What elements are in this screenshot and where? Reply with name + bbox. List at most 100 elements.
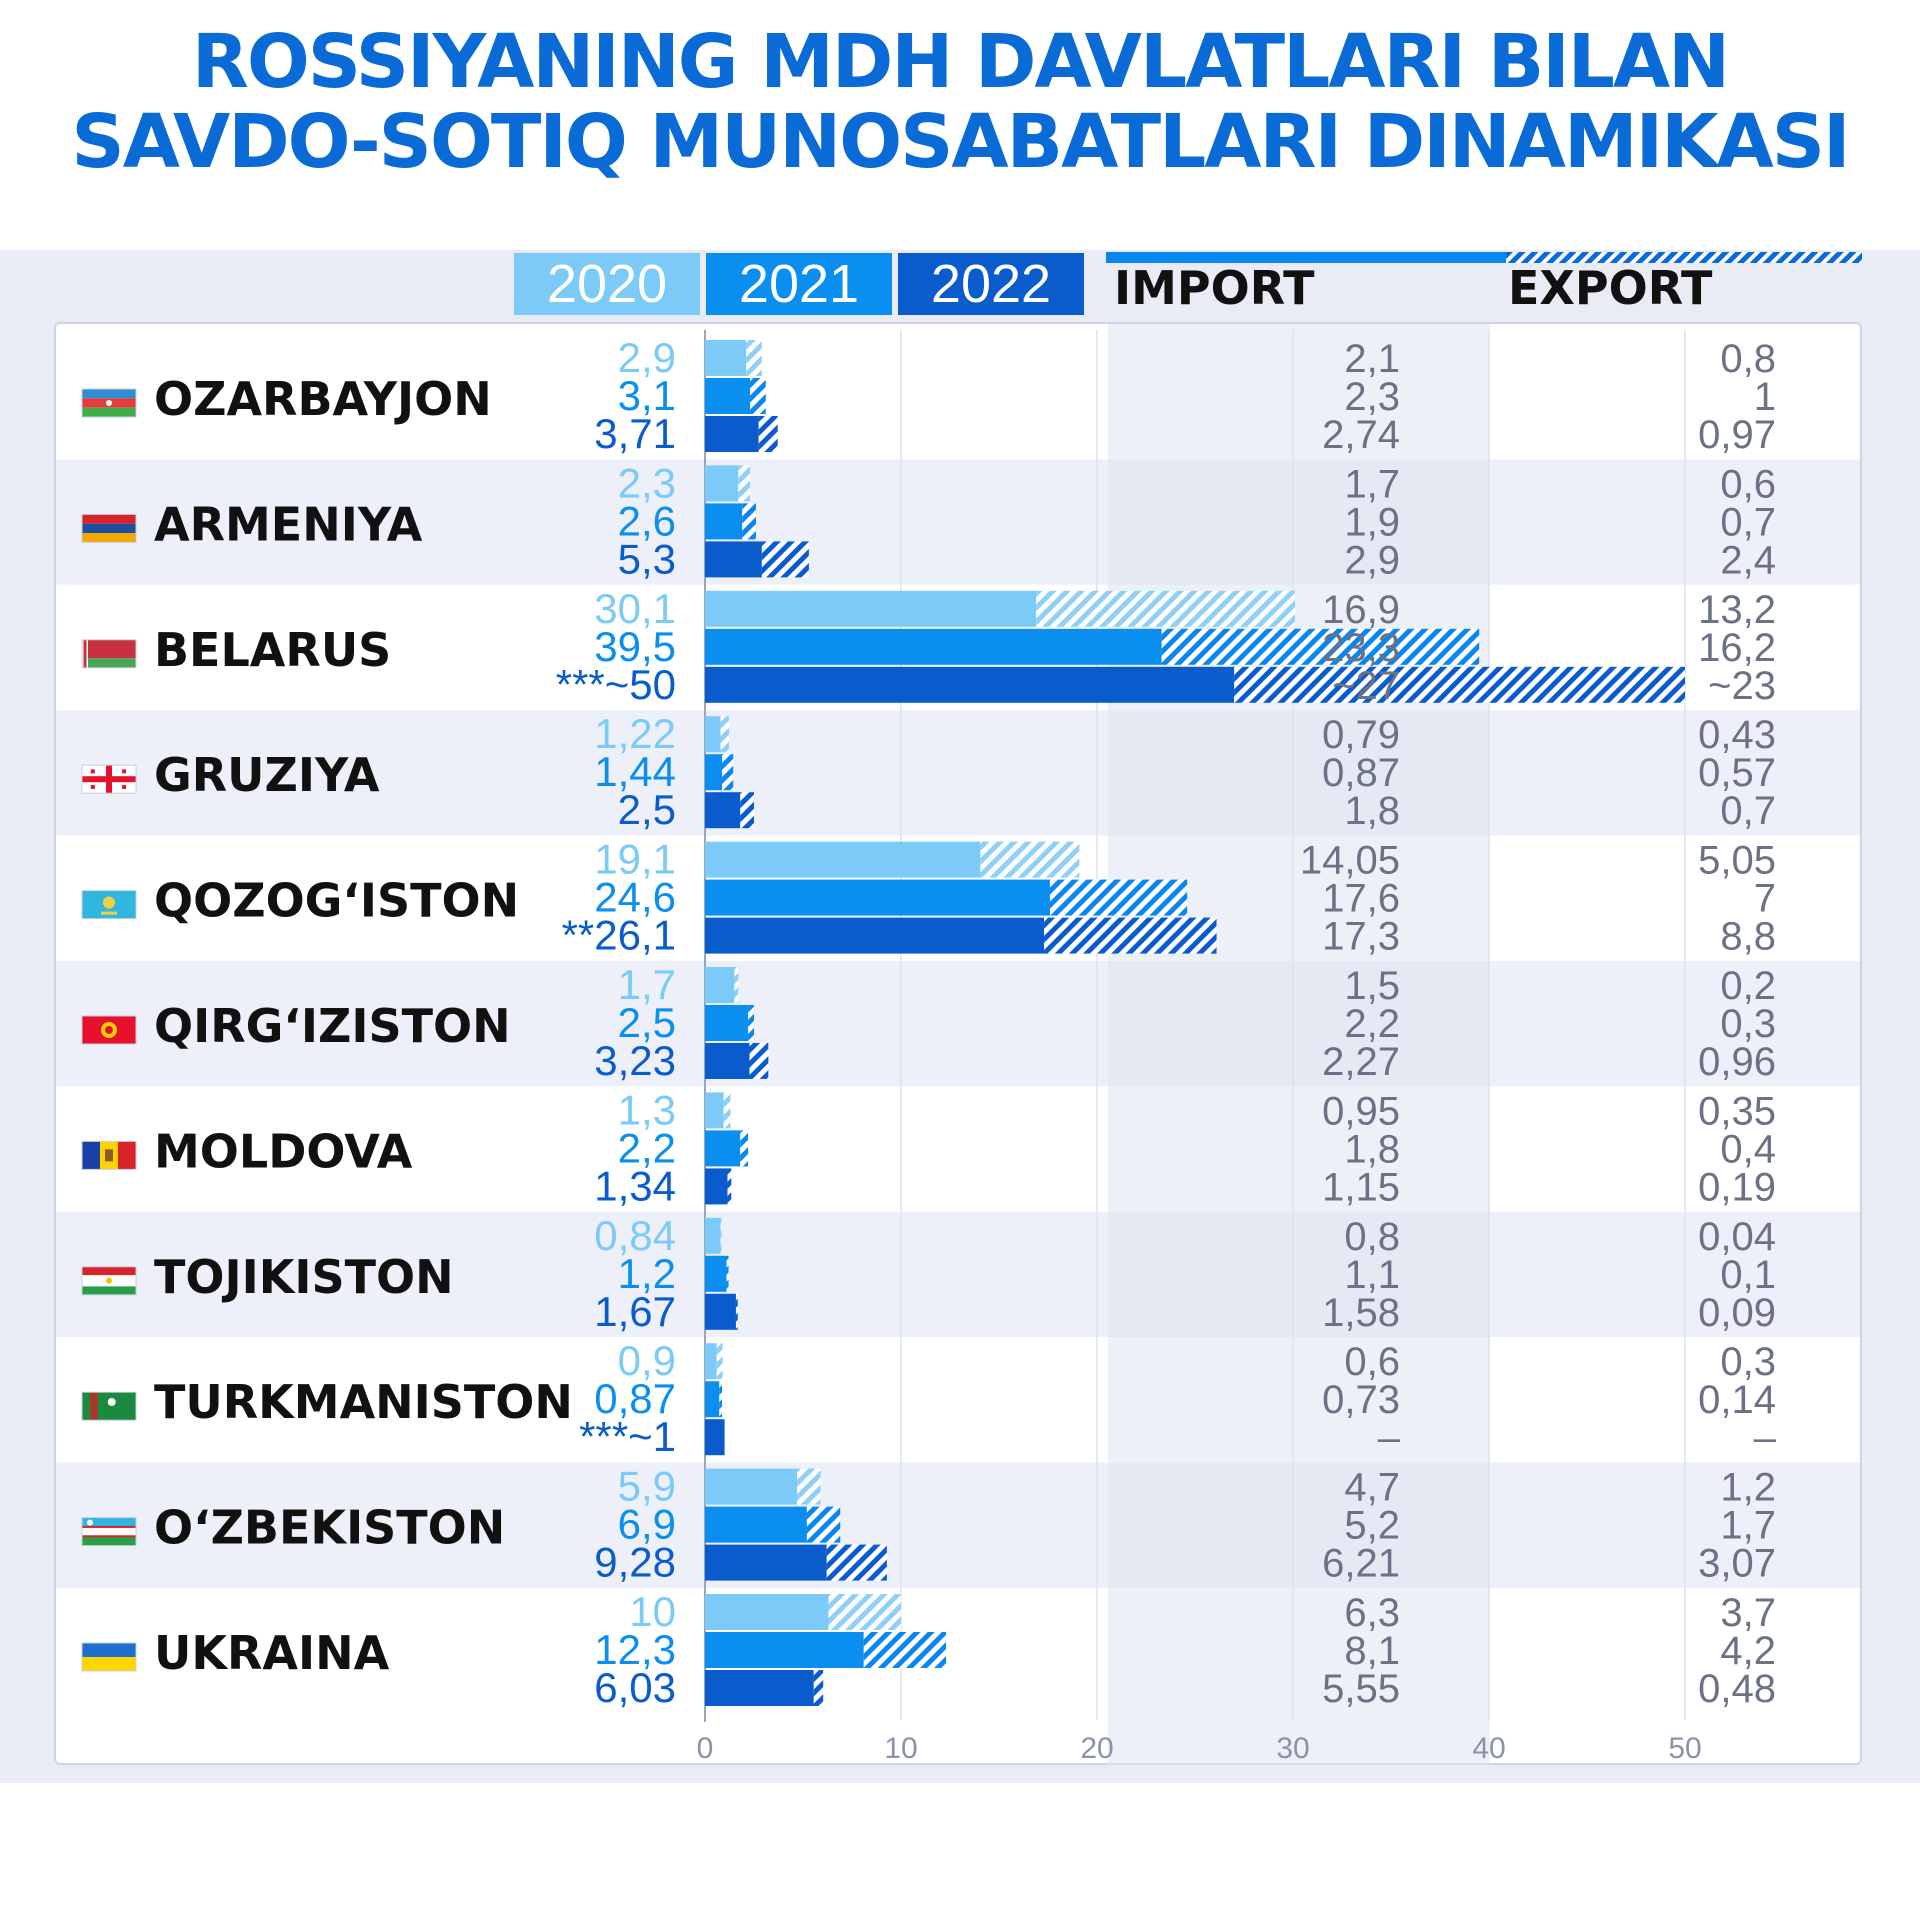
export-value-label: 8,8 — [1720, 915, 1776, 959]
export-bar-2022 — [735, 1293, 738, 1330]
legend-year-2020: 2020 — [514, 253, 700, 315]
export-bar-2021 — [1049, 879, 1188, 916]
legend-year-2022: 2022 — [898, 253, 1084, 315]
x-tick-label: 10 — [884, 1732, 917, 1765]
country-name: BELARUS — [154, 623, 391, 677]
import-bar-2021 — [705, 1381, 720, 1418]
export-bar-2021 — [726, 1255, 729, 1292]
country-name: OZARBAYJON — [154, 372, 492, 426]
import-bar-2022 — [705, 541, 762, 578]
country-row: TURKMANISTON 0,9 0,6 0,3 0,87 0,73 0,14 ***~1 – – — [81, 1337, 1777, 1460]
import-bar-2020 — [705, 716, 721, 753]
import-bar-2021 — [705, 1005, 749, 1041]
title-line-1: ROSSIYANING MDH DAVLATLARI BILAN — [191, 19, 1730, 105]
export-bar-2021 — [806, 1506, 841, 1543]
chart-title: ROSSIYANING MDH DAVLATLARI BILAN SAVDO-S… — [0, 22, 1920, 182]
import-bar-2021 — [705, 1130, 741, 1167]
export-bar-2020 — [720, 1217, 722, 1254]
import-value-label: 1,58 — [1322, 1291, 1400, 1335]
row-background — [56, 1337, 1860, 1463]
export-value-label: 0,19 — [1698, 1165, 1776, 1209]
export-value-label: 2,4 — [1720, 538, 1776, 582]
export-legend-label: EXPORT — [1508, 261, 1713, 315]
import-value-label: 16,9 — [1322, 588, 1400, 632]
export-value-label: 0,6 — [1720, 462, 1776, 506]
export-bar-2020 — [797, 1468, 821, 1505]
import-bar-2021 — [705, 754, 723, 791]
total-value-label: 30,1 — [594, 585, 676, 632]
import-value-label: 1,15 — [1322, 1165, 1400, 1209]
export-value-label: 1 — [1754, 375, 1776, 419]
row-background — [56, 961, 1860, 1087]
import-value-label: – — [1378, 1416, 1401, 1460]
import-bar-2021 — [705, 1506, 807, 1543]
export-bar-2021 — [863, 1632, 947, 1668]
import-value-label: ~27 — [1332, 664, 1400, 708]
x-tick-label: 50 — [1668, 1732, 1701, 1765]
export-value-label: 13,2 — [1698, 588, 1776, 632]
import-column-shading — [1108, 324, 1490, 1765]
export-value-label: 0,2 — [1720, 964, 1776, 1008]
uzbekistan-flag — [81, 1517, 137, 1547]
import-bar-2022 — [705, 666, 1235, 703]
import-value-label: 0,73 — [1322, 1378, 1400, 1422]
export-bar-2022 — [1234, 666, 1685, 703]
import-bar-2021 — [705, 1632, 864, 1668]
export-value-label: 0,3 — [1720, 1340, 1776, 1384]
import-bar-2020 — [705, 1343, 717, 1380]
x-tick-label: 0 — [697, 1732, 714, 1765]
x-tick-label: 40 — [1472, 1732, 1505, 1765]
export-value-label: 0,96 — [1698, 1040, 1776, 1084]
import-bar-2021 — [705, 879, 1050, 916]
total-value-label: 2,2 — [618, 1124, 676, 1171]
total-value-label: 3,71 — [594, 410, 676, 457]
import-bar-2022 — [705, 1670, 814, 1706]
total-value-label: 5,3 — [618, 535, 676, 582]
export-bar-2021 — [740, 1130, 749, 1167]
total-value-label: ***~50 — [556, 661, 676, 708]
import-bar-2020 — [705, 465, 739, 502]
import-bar-2020 — [705, 340, 747, 376]
export-bar-2021 — [748, 1005, 754, 1041]
total-value-label: 0,9 — [618, 1337, 676, 1384]
country-row: ARMENIYA 2,3 1,7 0,6 2,6 1,9 0,7 5,3 2,9 2,4 — [81, 459, 1776, 582]
title-line-2: SAVDO-SOTIQ MUNOSABATLARI DINAMIKASI — [71, 99, 1850, 185]
country-name: ARMENIYA — [154, 497, 423, 551]
total-value-label: 0,87 — [594, 1375, 676, 1422]
import-value-label: 2,1 — [1344, 337, 1400, 381]
export-bar-2022 — [1044, 917, 1217, 954]
import-value-label: 1,9 — [1344, 500, 1400, 544]
country-row: OZARBAYJON 2,9 2,1 0,8 3,1 2,3 1 3,71 2,74 0,97 — [81, 334, 1776, 457]
import-value-label: 1,7 — [1344, 462, 1400, 506]
import-value-label: 17,3 — [1322, 915, 1400, 959]
import-legend-label: IMPORT — [1114, 261, 1315, 315]
export-bar-2020 — [1036, 590, 1295, 627]
total-value-label: 2,9 — [618, 334, 676, 381]
import-bar-2021 — [705, 503, 743, 540]
country-row: MOLDOVA 1,3 0,95 0,35 2,2 1,8 0,4 1,34 1,15 0,19 — [81, 1086, 1776, 1209]
export-value-label: 7 — [1754, 877, 1776, 921]
export-bar-2020 — [720, 716, 729, 753]
total-value-label: 2,3 — [618, 459, 676, 506]
import-bar-2021 — [705, 378, 751, 414]
total-value-label: 2,5 — [618, 786, 676, 833]
import-bar-2020 — [705, 1594, 829, 1630]
country-name: O‘ZBEKISTON — [154, 1501, 505, 1555]
export-value-label: 0,57 — [1698, 751, 1776, 795]
export-bar-2021 — [750, 378, 766, 414]
import-value-label: 1,8 — [1344, 789, 1400, 833]
export-bar-2021 — [1161, 628, 1480, 665]
export-legend-swatch — [1506, 252, 1862, 263]
export-value-label: 0,8 — [1720, 337, 1776, 381]
x-tick-label: 20 — [1080, 1732, 1113, 1765]
legend-year-2021: 2021 — [706, 253, 892, 315]
export-bar-2022 — [813, 1670, 824, 1706]
export-value-label: 0,14 — [1698, 1378, 1776, 1422]
export-value-label: 0,43 — [1698, 713, 1776, 757]
total-value-label: 3,1 — [618, 372, 676, 419]
export-bar-2020 — [723, 1092, 731, 1129]
export-bar-2020 — [980, 841, 1080, 878]
export-value-label: 0,04 — [1698, 1215, 1776, 1259]
country-row: GRUZIYA 1,22 0,79 0,43 1,44 0,87 0,57 2,5 1,8 0,7 — [81, 710, 1776, 833]
export-bar-2020 — [734, 967, 739, 1003]
